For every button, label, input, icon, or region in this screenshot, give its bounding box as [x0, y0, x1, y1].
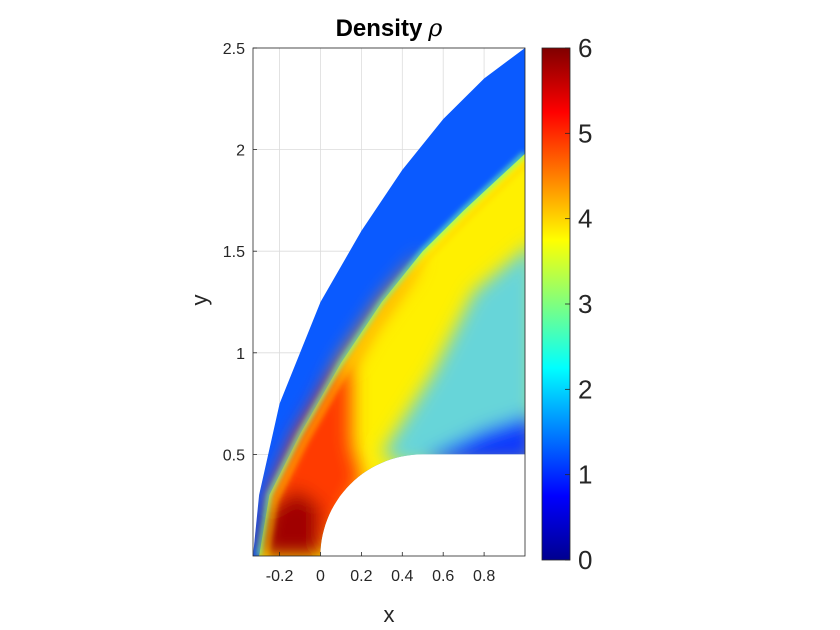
- y-axis-label: y: [187, 295, 212, 306]
- x-tick-label: 0.6: [432, 568, 454, 585]
- y-tick-label: 1.5: [223, 244, 245, 261]
- shock-front: [257, 152, 525, 556]
- body-cutout: [320, 454, 535, 566]
- chart-title: Density ρ: [336, 14, 443, 42]
- colorbar: 0 1 2 3 4 5 6: [541, 33, 592, 575]
- title-label: Density: [336, 15, 423, 42]
- y-tick-label: 1: [236, 346, 245, 363]
- y-tick-label: 0.5: [223, 447, 245, 464]
- stagnation-region: [259, 488, 321, 556]
- colorbar-tick-label: 3: [578, 289, 592, 319]
- x-tick-label: 0: [316, 568, 325, 585]
- y-tick-label: 2: [236, 143, 245, 160]
- x-tick-label: -0.2: [266, 568, 294, 585]
- colorbar-tick-label: 0: [578, 545, 592, 575]
- colorbar-tick-label: 1: [578, 460, 592, 490]
- colorbar-tick-label: 6: [578, 33, 592, 63]
- colorbar-tick-label: 2: [578, 374, 592, 404]
- y-tick-label: 2.5: [223, 41, 245, 58]
- low-density-region: [422, 413, 525, 465]
- title-symbol: ρ: [427, 14, 442, 42]
- colorbar-tick-label: 5: [578, 118, 592, 148]
- x-axis-ticks: -0.2 0 0.2 0.4 0.6 0.8: [266, 552, 495, 585]
- x-axis-label: x: [384, 602, 395, 627]
- shock-edge: [264, 158, 525, 556]
- expansion-region: [381, 241, 525, 465]
- x-tick-label: 0.4: [391, 568, 413, 585]
- axes-box: [252, 47, 526, 557]
- colorbar-ticks: 0 1 2 3 4 5 6: [565, 33, 592, 575]
- x-tick-label: 0.2: [350, 568, 372, 585]
- colorbar-tick-label: 4: [578, 204, 592, 234]
- y-axis-ticks: 0.5 1 1.5 2 2.5: [223, 41, 257, 464]
- x-tick-label: 0.8: [473, 568, 495, 585]
